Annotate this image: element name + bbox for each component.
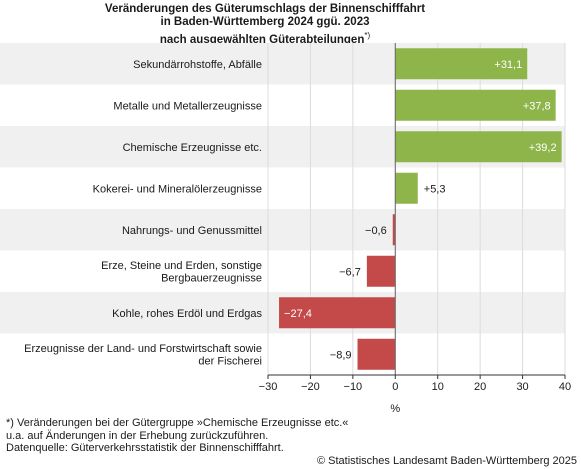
bar [279,297,396,329]
footnote-line-3: Datenquelle: Güterverkehrsstatistik der … [6,442,284,454]
category-label: der Fischerei [198,356,262,368]
title-line-2: in Baden-Württemberg 2024 ggü. 2023 [160,16,370,28]
bar [392,214,396,246]
row-band [0,209,565,251]
bar [395,48,528,80]
x-tick-label: 30 [516,381,528,393]
chart-title: Veränderungen des Güterumschlags der Bin… [0,3,530,47]
value-label: −27,4 [284,308,312,320]
copyright: © Statistisches Landesamt Baden-Württemb… [316,455,577,467]
x-tick-label: −20 [301,381,320,393]
value-label: −8,9 [330,349,352,361]
title-line-1: Veränderungen des Güterumschlags der Bin… [104,3,426,15]
category-label: Erzeugnisse der Land- und Forstwirtschaf… [24,343,262,355]
category-label: Kokerei- und Mineralölerzeugnisse [93,183,262,195]
category-label: Nahrungs- und Genussmittel [122,225,262,237]
category-label: Metalle und Metallerzeugnisse [113,100,262,112]
category-label: Sekundärrohstoffe, Abfälle [133,59,262,71]
x-tick-label: −30 [259,381,278,393]
value-label: +5,3 [424,183,446,195]
footnote-line-1: *) Veränderungen bei der Gütergruppe »Ch… [6,417,349,429]
bar [395,172,418,204]
title-line-3-text: nach ausgewählten Güterabteilungen [159,33,365,46]
title-footnote-marker: *) [364,31,371,40]
category-label: Bergbauerzeugnisse [161,273,262,285]
x-axis-label: % [390,403,400,415]
footnote: *) Veränderungen bei der Gütergruppe »Ch… [6,417,348,455]
category-label: Chemische Erzeugnisse etc. [123,142,262,154]
x-tick-label: 0 [392,381,398,393]
bar [395,89,556,121]
bar [395,131,562,163]
value-label: −6,7 [339,266,361,278]
bar [366,255,396,287]
x-tick-label: 10 [432,381,444,393]
x-tick-label: 20 [474,381,486,393]
value-label: +37,8 [523,100,551,112]
category-label: Erze, Steine und Erden, sonstige [101,260,262,272]
category-label: Kohle, rohes Erdöl und Erdgas [112,308,262,320]
x-tick-label: 40 [559,381,571,393]
x-tick-label: −10 [344,381,363,393]
value-label: +39,2 [529,142,557,154]
bar [357,338,396,370]
title-line-3: nach ausgewählten Güterabteilungen*) [0,29,530,47]
value-label: −0,6 [365,225,387,237]
footnote-line-2: u.a. auf Änderungen in der Erhebung zurü… [6,429,269,442]
value-label: +31,1 [494,59,522,71]
